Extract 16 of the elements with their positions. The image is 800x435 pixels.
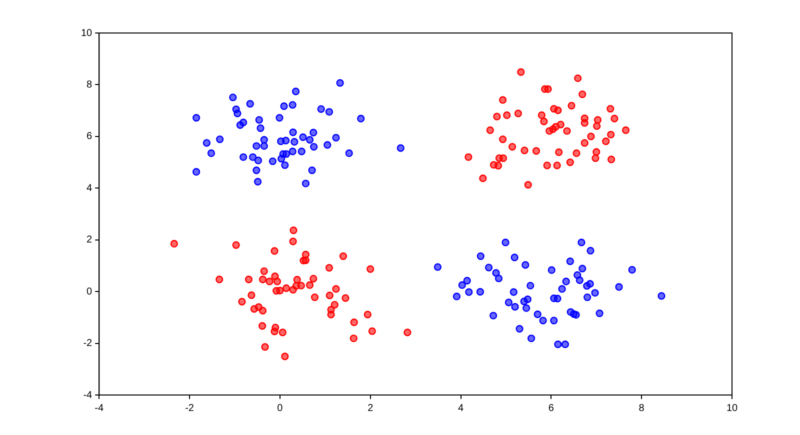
y-tick-label: -4 xyxy=(83,390,93,401)
y-tick-label: 10 xyxy=(81,28,93,39)
y-tick-label: 2 xyxy=(86,234,93,246)
x-tick-label: -4 xyxy=(94,402,104,414)
x-tick-label: 10 xyxy=(726,402,738,414)
x-tick-label: 6 xyxy=(548,402,554,414)
x-tick-label: 0 xyxy=(277,402,284,414)
x-tick-label: -2 xyxy=(185,402,194,414)
x-tick-label: 8 xyxy=(638,402,645,414)
y-tick-label: -2 xyxy=(83,338,93,350)
y-tick-label: 4 xyxy=(86,182,93,194)
x-tick-label: 2 xyxy=(368,402,374,414)
y-tick-label: 8 xyxy=(86,79,93,90)
y-tick-label: 0 xyxy=(86,286,93,298)
x-tick-label: 4 xyxy=(458,402,464,414)
y-tick-label: 6 xyxy=(86,131,93,142)
